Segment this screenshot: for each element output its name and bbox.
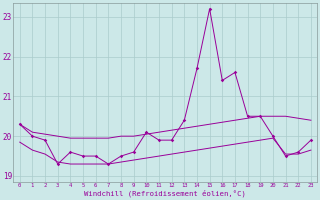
X-axis label: Windchill (Refroidissement éolien,°C): Windchill (Refroidissement éolien,°C) [84,190,246,197]
